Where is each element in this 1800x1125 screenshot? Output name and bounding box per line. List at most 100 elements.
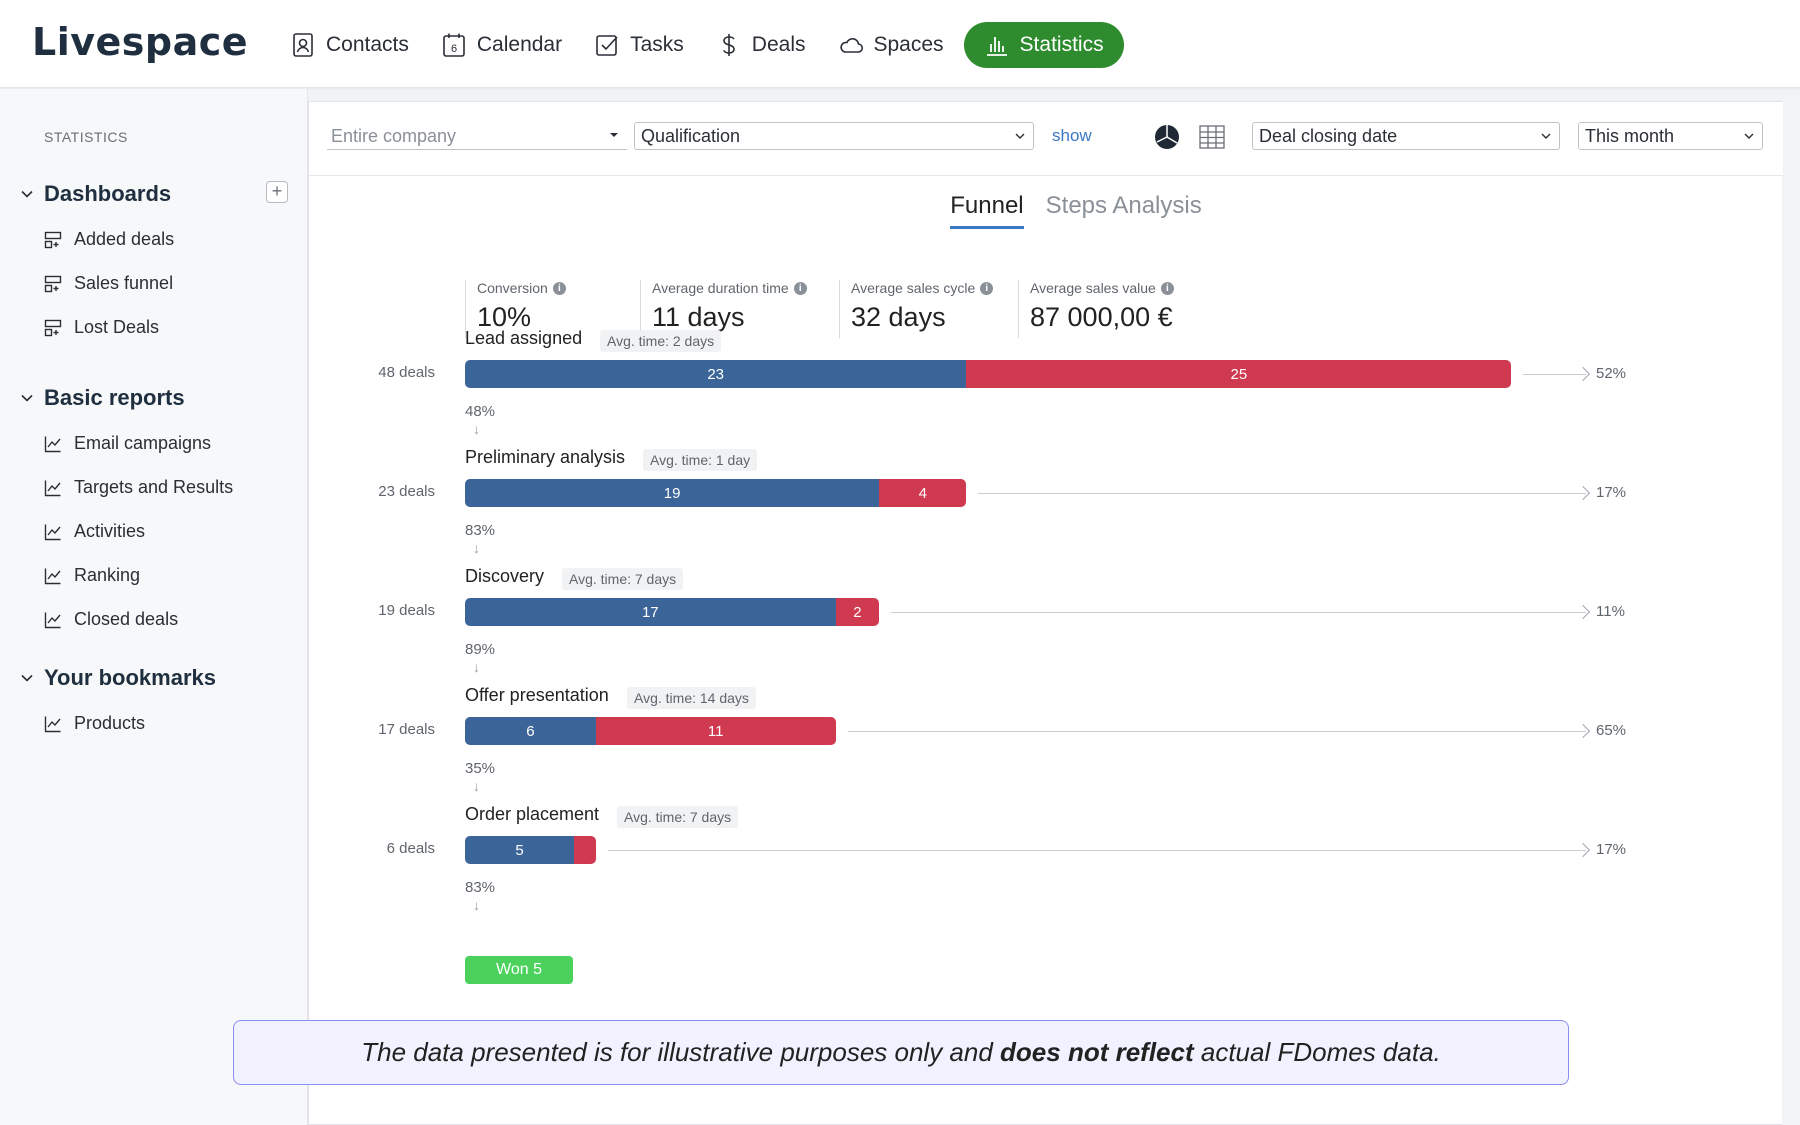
chevron-down-icon bbox=[21, 394, 33, 402]
line-chart-icon bbox=[44, 480, 61, 496]
nav-contacts-label: Contacts bbox=[326, 33, 409, 56]
funnel-bar-segment-advanced[interactable]: 17 bbox=[465, 598, 836, 626]
funnel-bar-segment-advanced[interactable]: 23 bbox=[465, 360, 967, 388]
sidebar-item-label: Added deals bbox=[74, 229, 175, 249]
nav-tasks[interactable]: Tasks bbox=[582, 22, 696, 68]
stat-average-sales-cycle: Average sales cycle i 32 days bbox=[839, 280, 994, 338]
funnel-bar[interactable]: 23 25 bbox=[465, 360, 1512, 388]
disclaimer-banner: The data presented is for illustrative p… bbox=[233, 1020, 1569, 1085]
pipeline-select-value: Qualification bbox=[641, 126, 741, 146]
funnel-bar-segment-lost[interactable]: 4 bbox=[879, 479, 967, 507]
sidebar-group-title: Basic reports bbox=[44, 385, 185, 410]
funnel-step-avg-time: Avg. time: 7 days bbox=[617, 806, 739, 828]
funnel-step-name: Offer presentation bbox=[465, 685, 609, 705]
won-badge: Won 5 bbox=[465, 956, 573, 984]
sidebar-group-your-bookmarks[interactable]: Your bookmarks bbox=[20, 665, 216, 691]
sidebar-group-dashboards[interactable]: Dashboards bbox=[20, 181, 171, 207]
nav-deals-label: Deals bbox=[751, 33, 806, 56]
dashboard-icon bbox=[44, 319, 62, 336]
funnel-conversion-percent: 89% bbox=[465, 641, 496, 658]
funnel-step-deals: 19 deals bbox=[378, 602, 435, 619]
funnel-step-name: Preliminary analysis bbox=[465, 447, 626, 467]
add-dashboard-button[interactable]: + bbox=[266, 181, 288, 203]
sidebar-item-activities[interactable]: Activities bbox=[44, 521, 145, 542]
sidebar-item-label: Activities bbox=[74, 521, 146, 541]
funnel-step-deals: 48 deals bbox=[378, 364, 435, 381]
sidebar-item-closed-deals[interactable]: Closed deals bbox=[44, 609, 178, 630]
company-select-value: Entire company bbox=[331, 126, 457, 146]
sidebar-item-label: Ranking bbox=[74, 565, 141, 585]
nav-deals[interactable]: Deals bbox=[704, 22, 818, 68]
date-field-select[interactable]: Deal closing date bbox=[1252, 122, 1560, 150]
funnel-bar-segment-advanced[interactable]: 5 bbox=[465, 836, 574, 864]
calendar-icon: 6 bbox=[443, 33, 465, 57]
funnel-bar-segment-lost[interactable] bbox=[574, 836, 596, 864]
sidebar-item-label: Closed deals bbox=[74, 609, 179, 629]
sidebar-item-email-campaigns[interactable]: Email campaigns bbox=[44, 433, 211, 454]
nav-contacts[interactable]: Contacts bbox=[278, 22, 421, 68]
sidebar-item-lost-deals[interactable]: Lost Deals bbox=[44, 317, 159, 338]
stat-value: 32 days bbox=[851, 302, 946, 332]
funnel-step-name: Lead assigned bbox=[465, 328, 583, 348]
funnel-step-avg-time: Avg. time: 14 days bbox=[627, 687, 756, 709]
sidebar-item-ranking[interactable]: Ranking bbox=[44, 565, 140, 586]
pie-chart-icon[interactable] bbox=[1152, 122, 1182, 152]
statistics-main-panel: Entire company Qualification show Deal c… bbox=[308, 101, 1783, 1125]
arrow-down-icon: ↓ bbox=[473, 421, 480, 437]
info-icon[interactable]: i bbox=[980, 281, 994, 295]
sidebar-item-targets-and-results[interactable]: Targets and Results bbox=[44, 477, 233, 498]
funnel-conversion-percent: 48% bbox=[465, 403, 496, 420]
company-select[interactable]: Entire company bbox=[327, 122, 627, 150]
nav-spaces[interactable]: Spaces bbox=[826, 22, 956, 68]
funnel-step-avg-time: Avg. time: 1 day bbox=[643, 449, 758, 471]
stat-label: Average duration time bbox=[652, 280, 789, 296]
nav-statistics[interactable]: Statistics bbox=[963, 22, 1124, 68]
tab-steps-analysis[interactable]: Steps Analysis bbox=[1045, 192, 1202, 219]
funnel-step-name: Discovery bbox=[465, 566, 545, 586]
disclaimer-text-bold: does not reflect bbox=[1000, 1037, 1194, 1067]
app-logo[interactable]: Livespace bbox=[32, 20, 249, 64]
sidebar-item-added-deals[interactable]: Added deals bbox=[44, 229, 174, 250]
funnel-loss-percent: 17% bbox=[1596, 484, 1627, 501]
funnel-loss-percent: 17% bbox=[1596, 841, 1627, 858]
period-select[interactable]: This month bbox=[1578, 122, 1763, 150]
funnel-bar-segment-lost[interactable]: 25 bbox=[966, 360, 1512, 388]
stat-label: Average sales cycle bbox=[851, 280, 976, 296]
info-icon[interactable]: i bbox=[552, 281, 566, 295]
funnel-conversion-percent: 35% bbox=[465, 760, 496, 777]
funnel-loss-line bbox=[607, 850, 1586, 851]
tab-funnel[interactable]: Funnel bbox=[950, 192, 1024, 229]
funnel-bar[interactable]: 5 bbox=[465, 836, 596, 864]
chevron-down-icon bbox=[21, 190, 33, 198]
funnel-bar[interactable]: 19 4 bbox=[465, 479, 967, 507]
caret-down-icon bbox=[610, 133, 618, 137]
tasks-icon bbox=[596, 35, 618, 56]
bar-chart-icon bbox=[986, 37, 1007, 56]
nav-calendar[interactable]: 6 Calendar bbox=[429, 22, 574, 68]
show-link[interactable]: show bbox=[1052, 126, 1092, 145]
nav-tasks-label: Tasks bbox=[630, 33, 684, 56]
funnel-bar-segment-advanced[interactable]: 19 bbox=[465, 479, 880, 507]
arrow-down-icon: ↓ bbox=[473, 540, 480, 556]
sidebar-item-products[interactable]: Products bbox=[44, 713, 145, 734]
stat-label-row: Average sales value i bbox=[1030, 280, 1174, 296]
funnel-step-avg-time: Avg. time: 7 days bbox=[562, 568, 684, 590]
line-chart-icon bbox=[44, 612, 61, 628]
table-icon[interactable] bbox=[1197, 122, 1227, 152]
funnel-step-avg-time: Avg. time: 2 days bbox=[600, 330, 722, 352]
period-select-value: This month bbox=[1585, 126, 1675, 146]
info-icon[interactable]: i bbox=[793, 281, 807, 295]
funnel-loss-line bbox=[1523, 374, 1586, 375]
funnel-bar[interactable]: 17 2 bbox=[465, 598, 880, 626]
chevron-down-icon bbox=[1015, 133, 1025, 139]
stat-average-sales-value: Average sales value i 87 000,00 € bbox=[1018, 280, 1174, 338]
funnel-bar-segment-lost[interactable]: 11 bbox=[595, 717, 836, 745]
funnel-bar-segment-advanced[interactable]: 6 bbox=[465, 717, 596, 745]
funnel-bar-segment-lost[interactable]: 2 bbox=[835, 598, 880, 626]
funnel-bar[interactable]: 6 11 bbox=[465, 717, 836, 745]
funnel-loss-line bbox=[891, 612, 1586, 613]
pipeline-select[interactable]: Qualification bbox=[634, 122, 1034, 150]
sidebar-item-sales-funnel[interactable]: Sales funnel bbox=[44, 273, 173, 294]
info-icon[interactable]: i bbox=[1160, 281, 1174, 295]
sidebar-group-basic-reports[interactable]: Basic reports bbox=[20, 385, 185, 411]
